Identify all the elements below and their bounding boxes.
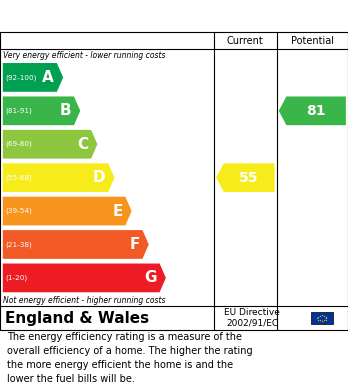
Text: (69-80): (69-80)	[6, 141, 32, 147]
Text: E: E	[112, 204, 122, 219]
Text: England & Wales: England & Wales	[5, 311, 149, 326]
Polygon shape	[3, 197, 132, 226]
Polygon shape	[3, 97, 80, 125]
Text: F: F	[129, 237, 140, 252]
Text: G: G	[144, 271, 157, 285]
Text: (1-20): (1-20)	[6, 274, 28, 281]
Text: B: B	[60, 103, 71, 118]
Text: Energy Efficiency Rating: Energy Efficiency Rating	[10, 7, 239, 25]
Polygon shape	[3, 230, 149, 259]
Text: 81: 81	[306, 104, 326, 118]
Text: A: A	[42, 70, 54, 85]
Text: Potential: Potential	[291, 36, 334, 46]
Text: The energy efficiency rating is a measure of the
overall efficiency of a home. T: The energy efficiency rating is a measur…	[7, 332, 253, 384]
Polygon shape	[3, 130, 97, 159]
Text: EU Directive
2002/91/EC: EU Directive 2002/91/EC	[224, 308, 280, 328]
Polygon shape	[3, 264, 166, 292]
Text: (92-100): (92-100)	[6, 74, 37, 81]
Text: (39-54): (39-54)	[6, 208, 32, 214]
Polygon shape	[279, 97, 346, 125]
Text: D: D	[93, 170, 105, 185]
Bar	[311, 312, 333, 325]
Text: 55: 55	[239, 170, 259, 185]
Text: Not energy efficient - higher running costs: Not energy efficient - higher running co…	[3, 296, 166, 305]
Text: (55-68): (55-68)	[6, 174, 32, 181]
Polygon shape	[216, 163, 275, 192]
Text: (21-38): (21-38)	[6, 241, 32, 248]
Polygon shape	[3, 63, 63, 92]
Polygon shape	[3, 163, 114, 192]
Text: (81-91): (81-91)	[6, 108, 32, 114]
Text: C: C	[77, 137, 88, 152]
Text: Current: Current	[227, 36, 264, 46]
Text: Very energy efficient - lower running costs: Very energy efficient - lower running co…	[3, 50, 166, 59]
